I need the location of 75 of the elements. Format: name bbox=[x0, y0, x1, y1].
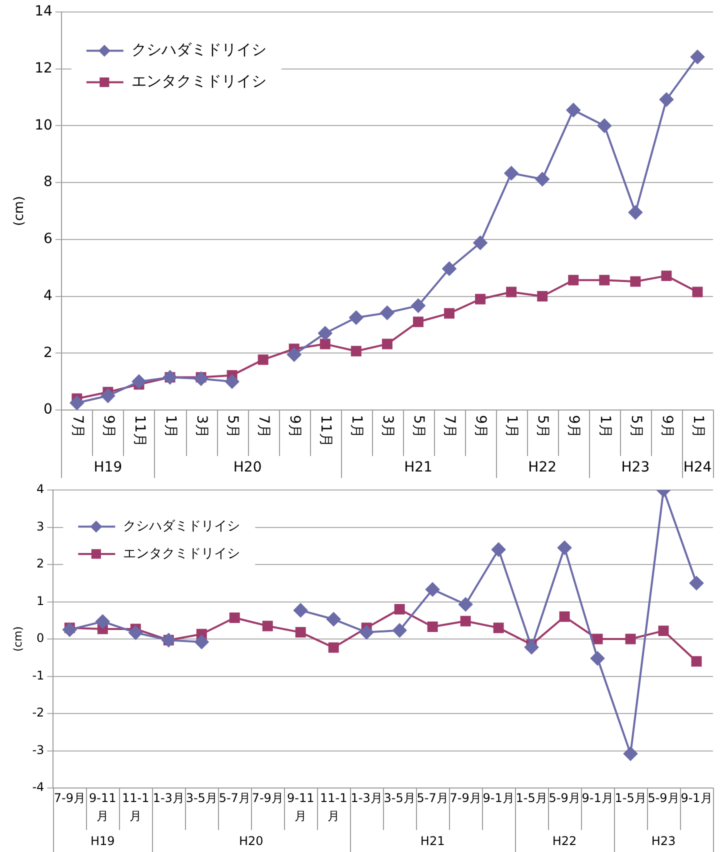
y-tick-label: 3 bbox=[36, 519, 44, 534]
y-tick-label: 0 bbox=[36, 631, 44, 646]
x-tick-label: 9-1月 bbox=[482, 791, 514, 806]
x-tick-label: 1-5月 bbox=[614, 791, 646, 806]
y-tick-label: -4 bbox=[32, 780, 44, 794]
x-tick-label: 7月 bbox=[69, 415, 86, 438]
x-tick-label: 9-1月 bbox=[582, 791, 614, 806]
x-tick-label: 1月 bbox=[690, 415, 706, 438]
text: H19 bbox=[94, 460, 122, 476]
text: H22 bbox=[528, 460, 557, 476]
y-tick-label: 1 bbox=[36, 594, 44, 608]
text: H20 bbox=[238, 834, 264, 848]
x-tick-label: 3-5月 bbox=[186, 791, 218, 806]
x-tick-label: 1月 bbox=[504, 415, 520, 438]
x-tick-label: 9月 bbox=[100, 415, 116, 438]
x-tick-label: 9-11月 bbox=[286, 791, 314, 824]
x-tick-label: 9月 bbox=[658, 415, 675, 438]
text: H21 bbox=[420, 834, 445, 848]
x-tick-label: 5月 bbox=[410, 415, 427, 438]
y-tick-label: 2 bbox=[36, 556, 44, 571]
y-tick-label: 4 bbox=[43, 288, 52, 304]
x-tick-label: 9月 bbox=[566, 415, 582, 438]
text: H20 bbox=[233, 460, 262, 476]
x-tick-label: 9月 bbox=[286, 415, 302, 438]
x-tick-label: 7月 bbox=[442, 415, 458, 438]
text: H23 bbox=[651, 834, 676, 848]
x-tick-label: 5-7月 bbox=[416, 791, 448, 806]
x-tick-label: 7-9月 bbox=[450, 791, 482, 806]
legend-label: クシハダミドリイシ bbox=[123, 519, 240, 534]
x-tick-label: 1月 bbox=[348, 415, 365, 438]
x-tick-label: 5-9月 bbox=[648, 791, 680, 806]
x-tick-label: 3月 bbox=[193, 415, 210, 438]
legend-label: エンタクミドリイシ bbox=[123, 546, 240, 562]
y-tick-label: 0 bbox=[43, 402, 52, 418]
y-tick-label: -1 bbox=[32, 668, 44, 682]
y-tick-label: 10 bbox=[34, 117, 52, 134]
x-tick-label: 3月 bbox=[380, 415, 396, 438]
y-tick-label: 6 bbox=[43, 231, 52, 248]
y-tick-label: -3 bbox=[32, 742, 44, 757]
y-axis-title: (cm) bbox=[11, 626, 24, 652]
x-tick-label: 5月 bbox=[628, 415, 644, 438]
legend-label: クシハダミドリイシ bbox=[131, 40, 266, 59]
x-tick-label: 1-5月 bbox=[516, 791, 548, 806]
legend-label: エンタクミドリイシ bbox=[131, 72, 266, 90]
x-tick-label: 9-1月 bbox=[680, 791, 712, 806]
text: H19 bbox=[90, 834, 115, 848]
text: H24 bbox=[683, 460, 712, 476]
x-tick-label: 5-9月 bbox=[548, 791, 580, 806]
x-tick-label: 7-9月 bbox=[54, 791, 86, 806]
x-tick-label: 9-11月 bbox=[89, 791, 116, 824]
y-tick-label: 8 bbox=[43, 174, 52, 190]
x-tick-label: 11月 bbox=[131, 415, 148, 447]
x-tick-label: 3-5月 bbox=[384, 791, 416, 806]
y-tick-label: -2 bbox=[32, 706, 44, 720]
x-tick-label: 7-9月 bbox=[252, 791, 284, 806]
x-tick-label: 1月 bbox=[162, 415, 178, 438]
x-tick-label: 1-3月 bbox=[350, 791, 382, 806]
x-tick-label: 11-1月 bbox=[122, 791, 150, 824]
y-tick-label: 4 bbox=[36, 482, 44, 496]
x-tick-label: 9月 bbox=[472, 415, 489, 438]
text: H21 bbox=[404, 460, 432, 476]
x-tick-label: 11月 bbox=[318, 415, 334, 447]
y-tick-label: 14 bbox=[34, 4, 52, 20]
x-tick-label: 1-3月 bbox=[152, 791, 184, 806]
text: H23 bbox=[621, 460, 650, 476]
x-tick-label: 5-7月 bbox=[218, 791, 250, 806]
x-tick-label: 5月 bbox=[224, 415, 240, 438]
y-axis-title: (cm) bbox=[12, 196, 28, 226]
y-tick-label: 12 bbox=[34, 60, 52, 76]
x-tick-label: 7月 bbox=[255, 415, 272, 438]
x-tick-label: 5月 bbox=[534, 415, 551, 438]
text: H22 bbox=[552, 834, 577, 848]
x-tick-label: 1月 bbox=[596, 415, 613, 438]
x-tick-label: 11-1月 bbox=[320, 791, 348, 824]
y-tick-label: 2 bbox=[43, 344, 52, 361]
